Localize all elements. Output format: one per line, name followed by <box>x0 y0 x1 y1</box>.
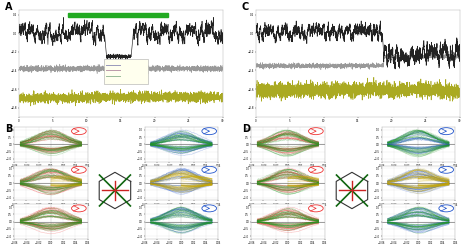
Text: A: A <box>5 2 12 12</box>
Text: B: B <box>5 124 12 134</box>
Bar <box>68 13 168 17</box>
Text: D: D <box>242 124 250 134</box>
FancyBboxPatch shape <box>104 59 148 83</box>
Text: C: C <box>242 2 249 12</box>
